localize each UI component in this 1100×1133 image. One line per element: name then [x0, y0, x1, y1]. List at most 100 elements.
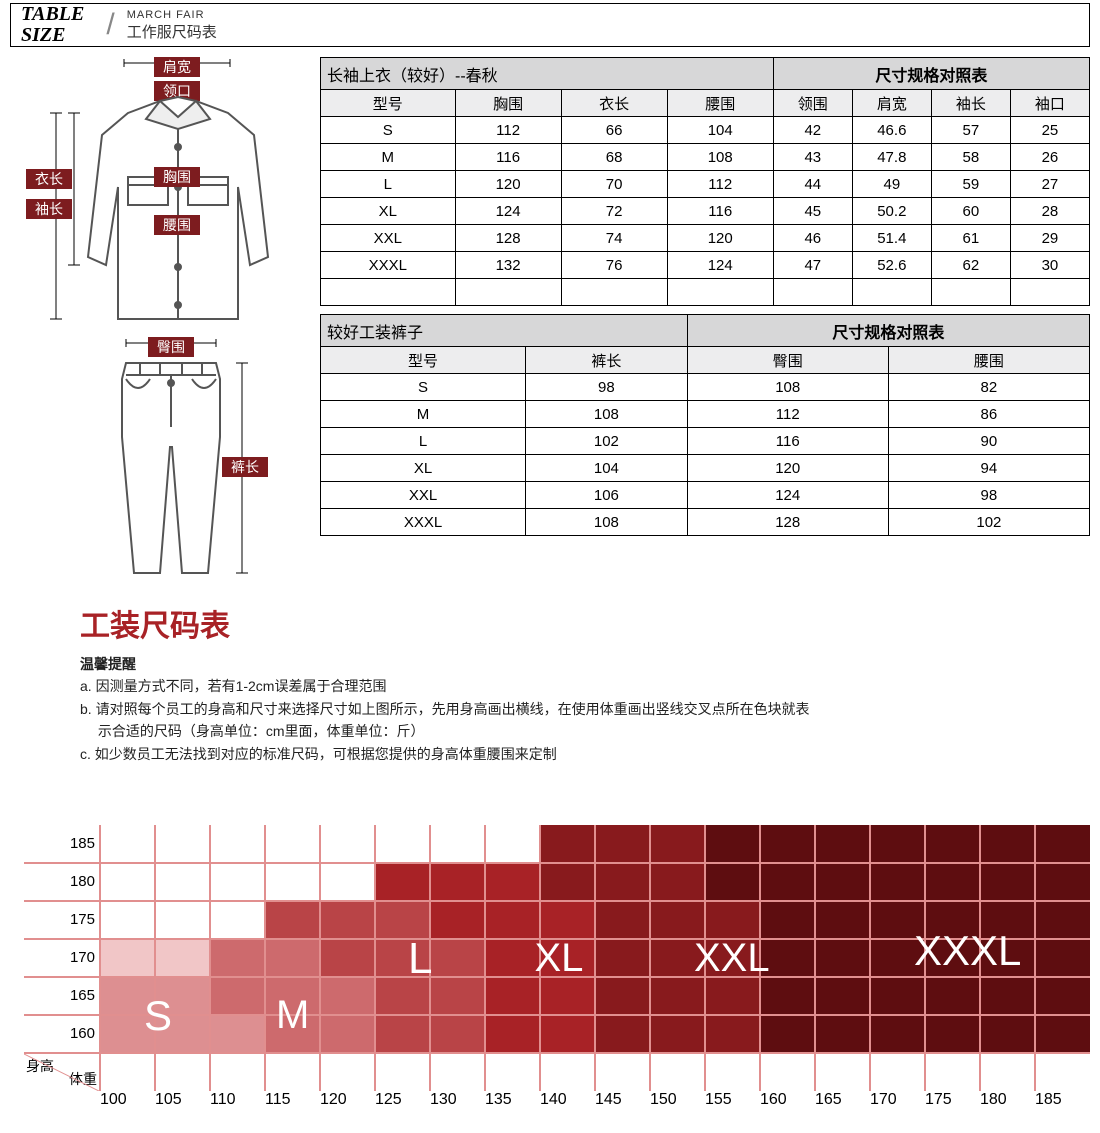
table-cell: 124	[667, 252, 773, 279]
table-cell: 128	[455, 225, 561, 252]
table-cell: L	[321, 171, 456, 198]
heatmap-cell	[870, 939, 925, 977]
heatmap-cell	[100, 825, 155, 863]
title-line2: SIZE	[21, 25, 84, 46]
heatmap-cell	[925, 1015, 980, 1053]
table-cell: L	[321, 428, 526, 455]
heatmap-cell	[650, 939, 705, 977]
heatmap-cell	[265, 977, 320, 1015]
table-cell: 120	[687, 455, 888, 482]
heatmap-cell	[100, 863, 155, 901]
table-cell: 112	[667, 171, 773, 198]
heatmap-cell	[430, 863, 485, 901]
table-cell: 102	[526, 428, 688, 455]
heatmap-cell	[540, 1015, 595, 1053]
title-line1: TABLE	[21, 4, 84, 25]
heatmap-cell	[155, 1015, 210, 1053]
heatmap-cell	[925, 939, 980, 977]
heatmap-cell	[815, 901, 870, 939]
heatmap-y-label: 185	[24, 825, 100, 863]
table-cell: 108	[526, 509, 688, 536]
heatmap-cell	[1035, 825, 1090, 863]
heatmap-bottom-cell	[815, 1053, 870, 1091]
heatmap-cell	[375, 1015, 430, 1053]
heatmap-cell	[980, 901, 1035, 939]
heatmap-cell	[870, 977, 925, 1015]
heatmap-cell	[540, 825, 595, 863]
col-header: 肩宽	[852, 90, 931, 117]
heatmap-x-label: 155	[705, 1091, 760, 1109]
heatmap-cell	[870, 825, 925, 863]
table-cell: 59	[931, 171, 1010, 198]
table-row: L1207011244495927	[321, 171, 1090, 198]
heatmap-y-label: 165	[24, 977, 100, 1015]
heatmap-cell	[595, 1015, 650, 1053]
heatmap-cell	[540, 939, 595, 977]
label-waist: 腰围	[163, 217, 191, 233]
table-cell: 104	[667, 117, 773, 144]
heatmap-cell	[155, 939, 210, 977]
heatmap-cell	[430, 825, 485, 863]
heatmap-cell	[265, 863, 320, 901]
table-cell: 62	[931, 252, 1010, 279]
heatmap-cell	[210, 863, 265, 901]
heatmap-cell	[485, 825, 540, 863]
table-cell: XXL	[321, 225, 456, 252]
heatmap-cell	[595, 825, 650, 863]
heatmap-cell	[485, 901, 540, 939]
table-cell: 124	[455, 198, 561, 225]
heatmap-x-label: 165	[815, 1091, 870, 1109]
heatmap-cell	[375, 901, 430, 939]
label-shoulder: 肩宽	[163, 59, 191, 75]
heatmap-x-label: 100	[100, 1091, 155, 1109]
heatmap-cell	[375, 939, 430, 977]
heatmap-cell	[430, 1015, 485, 1053]
col-header: 袖口	[1010, 90, 1089, 117]
table-cell: 72	[561, 198, 667, 225]
heatmap-bottom-cell	[705, 1053, 760, 1091]
heatmap-x-label: 150	[650, 1091, 705, 1109]
top-spec-table: 长袖上衣（较好）--春秋尺寸规格对照表型号胸围衣长腰围领围肩宽袖长袖口S1126…	[320, 57, 1090, 306]
heatmap-cell	[980, 977, 1035, 1015]
table-cell: 47	[773, 252, 852, 279]
tips-c: c. 如少数员工无法找到对应的标准尺码，可根据您提供的身高体重腰围来定制	[80, 743, 1100, 765]
heatmap-cell	[430, 901, 485, 939]
heatmap-cell	[540, 901, 595, 939]
heatmap-bottom-cell	[430, 1053, 485, 1091]
heatmap-cell	[705, 863, 760, 901]
heatmap-cell	[155, 901, 210, 939]
heatmap-cell	[485, 977, 540, 1015]
table-cell: 116	[687, 428, 888, 455]
table-cell: 49	[852, 171, 931, 198]
table-cell: 76	[561, 252, 667, 279]
heatmap-x-label: 130	[430, 1091, 485, 1109]
label-hip: 臀围	[157, 339, 185, 355]
heatmap-cell	[980, 863, 1035, 901]
header-subtitle: MARCH FAIR 工作服尺码表	[127, 9, 217, 42]
table-cell: 124	[687, 482, 888, 509]
heatmap-bottom-cell	[540, 1053, 595, 1091]
heatmap-cell	[375, 977, 430, 1015]
heatmap-cell	[650, 901, 705, 939]
heatmap-y-label: 160	[24, 1015, 100, 1053]
table-cell: 66	[561, 117, 667, 144]
heatmap-cell	[980, 825, 1035, 863]
table-cell: 74	[561, 225, 667, 252]
table-cell: 58	[931, 144, 1010, 171]
table-row: S9810882	[321, 374, 1090, 401]
heatmap-cell	[155, 863, 210, 901]
heatmap-cell	[155, 825, 210, 863]
heatmap-cell	[760, 977, 815, 1015]
label-chest: 胸围	[163, 169, 191, 185]
heatmap-cell	[430, 939, 485, 977]
heatmap-cell	[210, 939, 265, 977]
heatmap-x-label: 105	[155, 1091, 210, 1109]
table-cell: 25	[1010, 117, 1089, 144]
jacket-diagram: 肩宽 领口 胸围 腰围	[10, 57, 300, 337]
tips-block: 温馨提醒 a. 因测量方式不同，若有1-2cm误差属于合理范围 b. 请对照每个…	[80, 653, 1100, 765]
table-cell: 70	[561, 171, 667, 198]
heatmap-cell	[100, 939, 155, 977]
table-cell: 108	[526, 401, 688, 428]
table-cell: 28	[1010, 198, 1089, 225]
heatmap-bottom-cell	[210, 1053, 265, 1091]
